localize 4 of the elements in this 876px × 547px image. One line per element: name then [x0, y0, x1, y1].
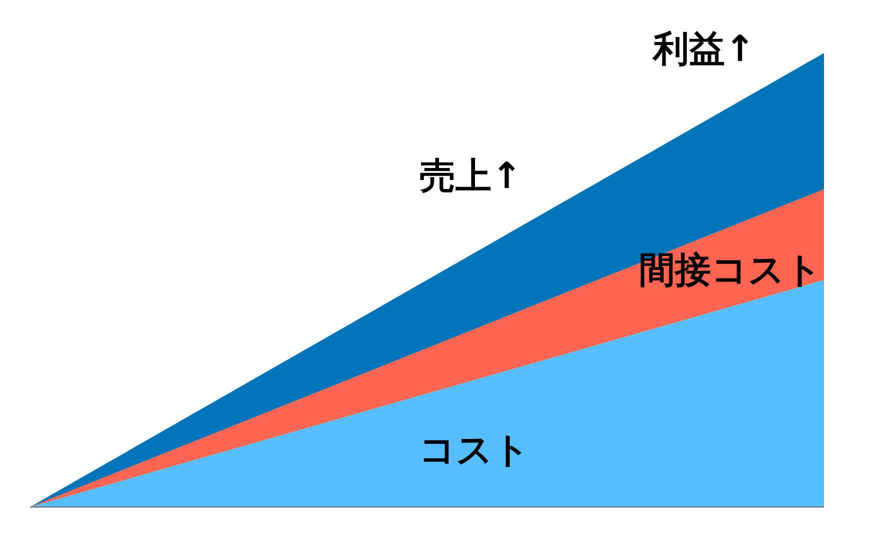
series-label: 利益↑ — [650, 28, 756, 70]
series-label: 間接コスト — [639, 250, 822, 291]
series-label: コスト — [419, 430, 530, 471]
annotation: 売上↑ — [420, 156, 522, 197]
